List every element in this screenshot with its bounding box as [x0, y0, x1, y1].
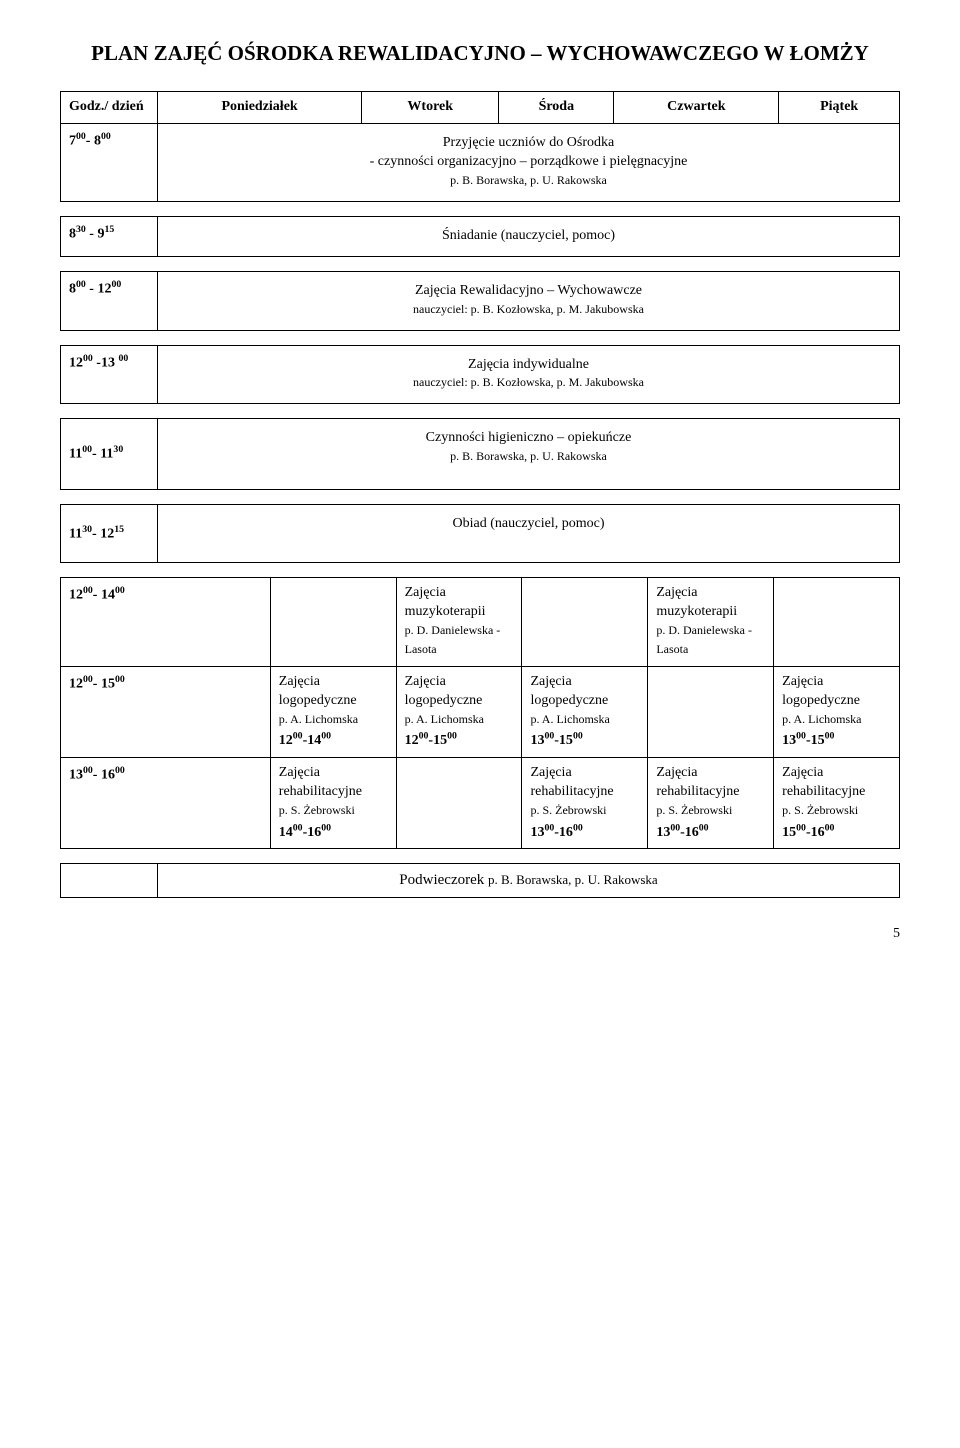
time-r3: 800 - 1200	[61, 271, 158, 330]
row-10-table: Podwieczorek p. B. Borawska, p. U. Rakow…	[60, 863, 900, 897]
time-r9: 1300- 1600	[61, 758, 271, 849]
r9-fri: Zajęcia rehabilitacyjnep. S. Żebrowski15…	[774, 758, 900, 849]
r7-wed	[522, 578, 648, 667]
header-time-col: Godz./ dzień	[61, 92, 158, 124]
r8-fri: Zajęcia logopedycznep. A. Lichomska1300-…	[774, 666, 900, 757]
content-r3: Zajęcia Rewalidacyjno – Wychowawczenaucz…	[158, 271, 900, 330]
content-r4: Zajęcia indywidualnenauczyciel: p. B. Ko…	[158, 345, 900, 404]
content-r2: Śniadanie (nauczyciel, pomoc)	[158, 216, 900, 256]
row-2-table: 830 - 915 Śniadanie (nauczyciel, pomoc)	[60, 216, 900, 257]
schedule-header-table: Godz./ dzień Poniedziałek Wtorek Środa C…	[60, 91, 900, 202]
row-3-table: 800 - 1200 Zajęcia Rewalidacyjno – Wycho…	[60, 271, 900, 331]
r7-fri	[774, 578, 900, 667]
r7-thu: Zajęcia muzykoterapiip. D. Danielewska -…	[648, 578, 774, 667]
r7-mon	[270, 578, 396, 667]
row-6-table: 1130- 1215 Obiad (nauczyciel, pomoc)	[60, 504, 900, 564]
time-r2: 830 - 915	[61, 216, 158, 256]
header-day-tue: Wtorek	[362, 92, 499, 124]
r9-wed: Zajęcia rehabilitacyjnep. S. Żebrowski13…	[522, 758, 648, 849]
row-5-table: 1100- 1130 Czynności higieniczno – opiek…	[60, 418, 900, 490]
content-r1: Przyjęcie uczniów do Ośrodka- czynności …	[158, 124, 900, 202]
r8-wed: Zajęcia logopedycznep. A. Lichomska1300-…	[522, 666, 648, 757]
header-day-fri: Piątek	[779, 92, 900, 124]
header-day-mon: Poniedziałek	[158, 92, 362, 124]
content-r6: Obiad (nauczyciel, pomoc)	[158, 504, 900, 563]
time-r10	[61, 864, 158, 897]
page-title: PLAN ZAJĘĆ OŚRODKA REWALIDACYJNO – WYCHO…	[60, 40, 900, 67]
r9-thu: Zajęcia rehabilitacyjnep. S. Żebrowski13…	[648, 758, 774, 849]
time-r8: 1200- 1500	[61, 666, 271, 757]
time-r7: 1200- 1400	[61, 578, 271, 667]
multi-col-table: 1200- 1400 Zajęcia muzykoterapiip. D. Da…	[60, 577, 900, 849]
r9-tue	[396, 758, 522, 849]
r9-mon: Zajęcia rehabilitacyjnep. S. Żebrowski14…	[270, 758, 396, 849]
time-r1: 700- 800	[61, 124, 158, 202]
time-r5: 1100- 1130	[61, 419, 158, 490]
time-r4: 1200 -13 00	[61, 345, 158, 404]
r8-tue: Zajęcia logopedycznep. A. Lichomska1200-…	[396, 666, 522, 757]
content-r5: Czynności higieniczno – opiekuńczep. B. …	[158, 419, 900, 490]
r8-mon: Zajęcia logopedycznep. A. Lichomska1200-…	[270, 666, 396, 757]
page-number: 5	[60, 926, 900, 942]
row-4-table: 1200 -13 00 Zajęcia indywidualnenauczyci…	[60, 345, 900, 405]
content-r10: Podwieczorek p. B. Borawska, p. U. Rakow…	[158, 864, 900, 897]
r7-tue: Zajęcia muzykoterapiip. D. Danielewska -…	[396, 578, 522, 667]
header-day-thu: Czwartek	[614, 92, 779, 124]
time-r6: 1130- 1215	[61, 504, 158, 563]
header-day-wed: Środa	[499, 92, 614, 124]
r8-thu	[648, 666, 774, 757]
